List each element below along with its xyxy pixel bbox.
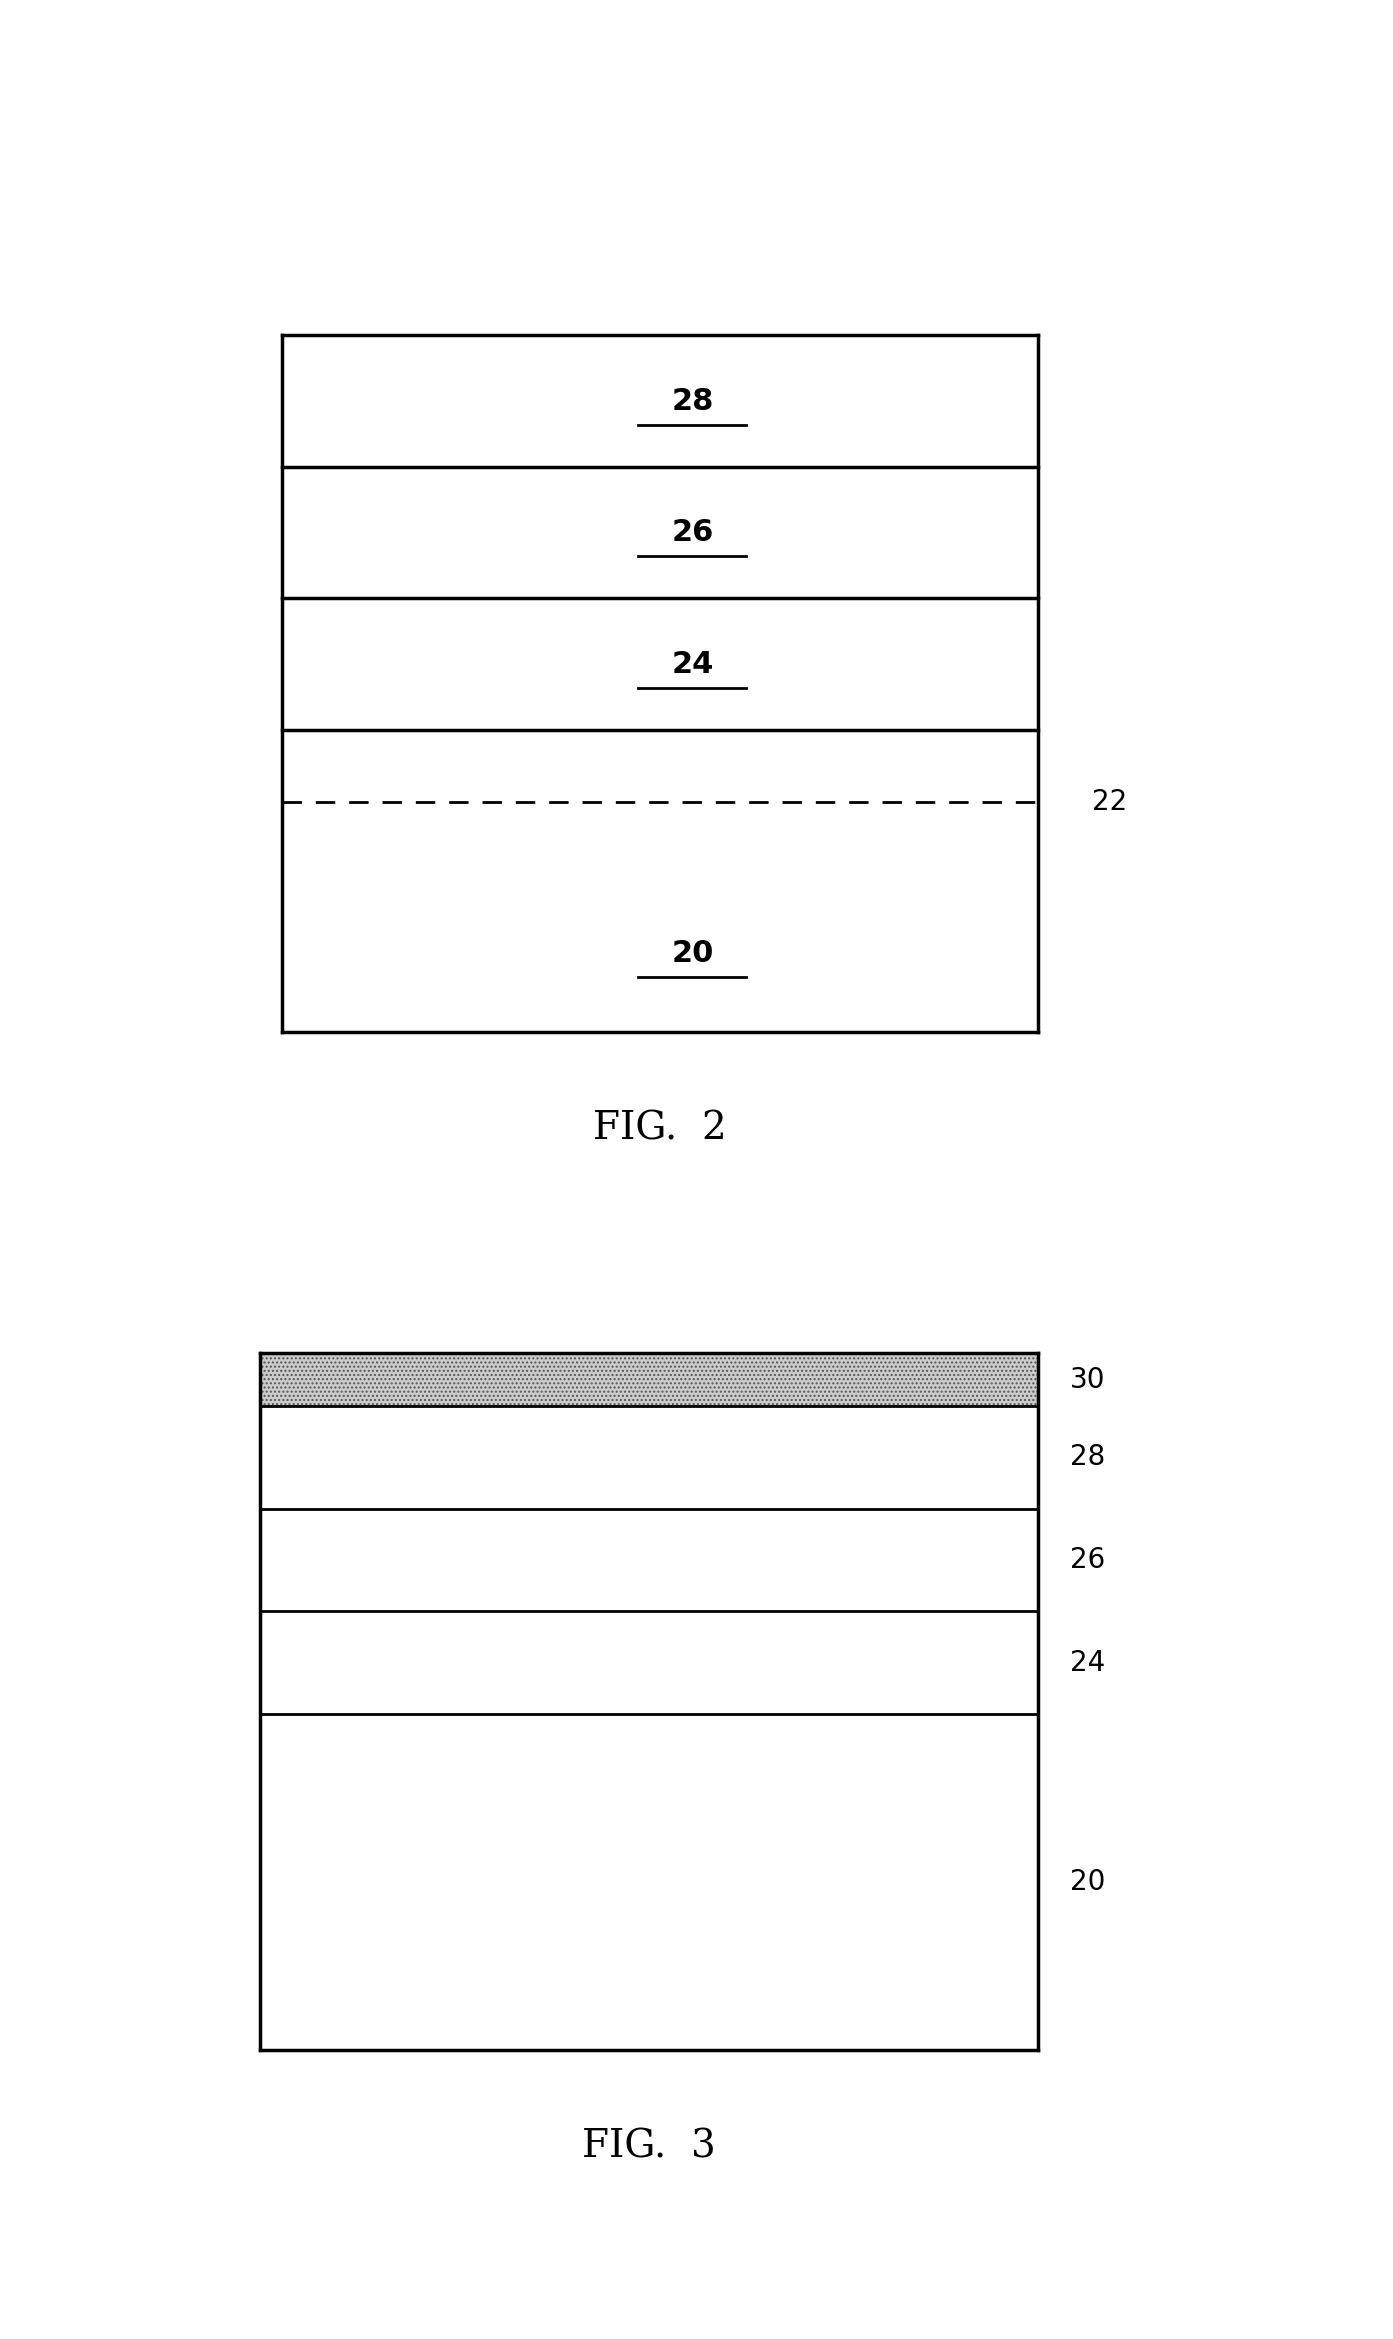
Text: 24: 24 xyxy=(1070,1649,1106,1677)
Text: 20: 20 xyxy=(671,938,713,968)
Text: 22: 22 xyxy=(1092,788,1127,816)
Text: FIG.  2: FIG. 2 xyxy=(593,1111,727,1148)
Text: 28: 28 xyxy=(1070,1443,1106,1471)
Text: FIG.  3: FIG. 3 xyxy=(582,2128,716,2166)
Text: 20: 20 xyxy=(1070,1869,1106,1897)
Text: 28: 28 xyxy=(671,386,713,416)
Bar xyxy=(260,1354,1038,1406)
Text: 24: 24 xyxy=(671,650,713,678)
Bar xyxy=(260,1354,1038,1406)
Text: 26: 26 xyxy=(1070,1546,1106,1574)
Text: 26: 26 xyxy=(671,519,713,547)
Text: 30: 30 xyxy=(1070,1366,1106,1394)
